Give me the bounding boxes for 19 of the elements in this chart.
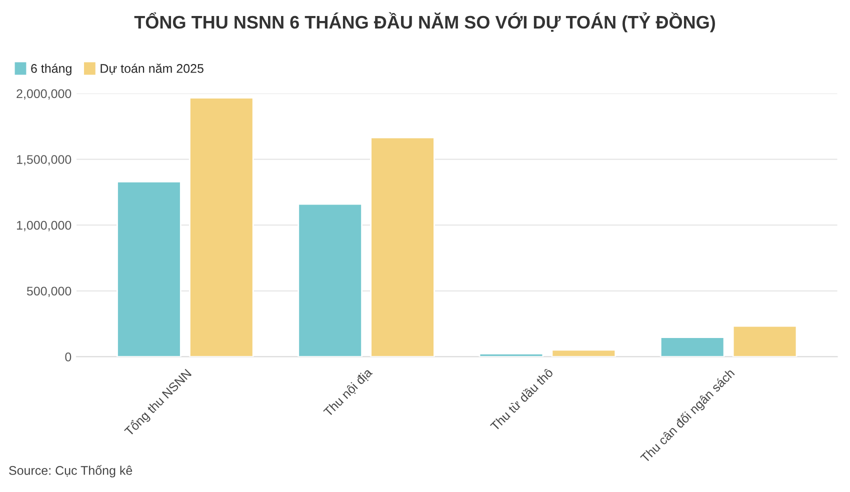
y-tick-label: 1,500,000: [16, 155, 72, 166]
y-tick-label: 2,000,000: [16, 89, 72, 100]
bar: [189, 97, 254, 357]
x-tick-label: Thu từ dầu thô: [489, 367, 554, 432]
bar: [732, 325, 798, 357]
bar: [116, 180, 182, 357]
source-note: Source: Cục Thống kê: [9, 465, 132, 478]
y-tick-label: 1,000,000: [16, 220, 72, 232]
chart-title: TỔNG THU NSNN 6 THÁNG ĐẦU NĂM SO VỚI DỰ TOÁN (TỶ ĐỒNG): [134, 12, 715, 32]
legend-label: Dự toán năm 2025: [100, 64, 204, 75]
bar: [298, 203, 362, 357]
bar: [478, 352, 544, 357]
bar: [551, 349, 616, 357]
legend-label: 6 tháng: [31, 64, 72, 76]
x-tick-label: Thu nội địa: [322, 367, 374, 418]
y-tick-label: 0: [65, 352, 72, 362]
bar: [660, 336, 725, 357]
y-tick-label: 500,000: [26, 286, 72, 298]
bar: [370, 136, 435, 357]
